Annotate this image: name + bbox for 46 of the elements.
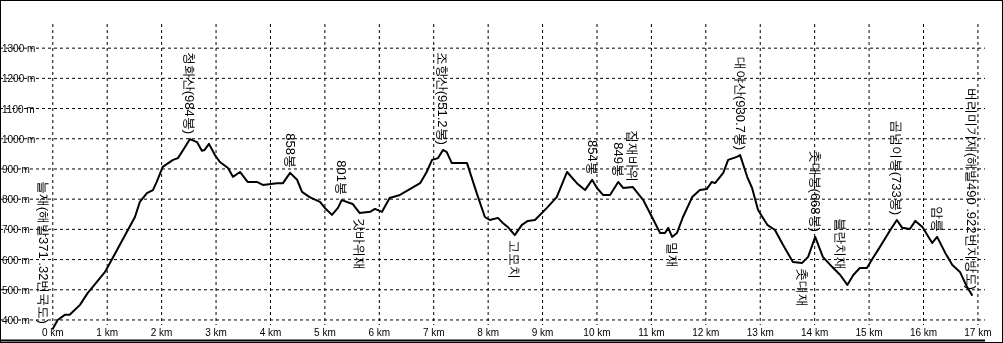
annotation: 조항산(951.2봉) bbox=[435, 51, 451, 145]
annotation: 858봉 bbox=[282, 133, 298, 168]
y-tick-label: 1100 m bbox=[2, 103, 35, 115]
annotation: 집재바위 bbox=[625, 130, 641, 183]
y-tick-label: 400 m bbox=[2, 314, 30, 326]
y-tick-label: 1200 m bbox=[2, 73, 36, 85]
x-tick-label: 13 km bbox=[746, 327, 774, 338]
x-tick-label: 6 km bbox=[368, 327, 391, 338]
annotation: 곰넘이봉(733봉) bbox=[889, 119, 905, 215]
y-tick-label: 1300 m bbox=[2, 43, 36, 55]
x-tick-label: 3 km bbox=[205, 327, 227, 338]
x-tick-label: 16 km bbox=[909, 327, 938, 338]
annotation: 청화산(984봉) bbox=[182, 51, 198, 135]
x-tick-label: 15 km bbox=[855, 327, 883, 338]
annotation: 촛대재 bbox=[794, 267, 810, 307]
x-tick-label: 9 km bbox=[531, 327, 554, 338]
y-tick-label: 900 m bbox=[2, 163, 30, 175]
annotation: 버리미기재(해발490 .922번지방도) bbox=[964, 87, 980, 290]
x-tick-label: 10 km bbox=[583, 327, 611, 338]
x-tick-label: 8 km bbox=[477, 327, 499, 338]
y-tick-label: 700 m bbox=[2, 224, 30, 236]
x-tick-label: 0 km bbox=[41, 327, 64, 338]
x-tick-label: 1 km bbox=[96, 327, 119, 338]
y-tick-label: 500 m bbox=[2, 284, 30, 296]
x-tick-label: 4 km bbox=[259, 327, 282, 338]
x-tick-label: 7 km bbox=[422, 327, 445, 338]
annotation: 801봉 bbox=[334, 160, 350, 196]
annotation: 블란치재 bbox=[832, 217, 848, 270]
x-tick-label: 11 km bbox=[638, 327, 665, 338]
annotation: 밀재 bbox=[664, 241, 680, 268]
y-tick-label: 800 m bbox=[2, 194, 30, 206]
annotation: 촛대봉(668봉) bbox=[807, 149, 823, 232]
annotation: 849봉 bbox=[610, 142, 626, 177]
annotation: 854봉 bbox=[584, 140, 600, 175]
x-tick-label: 12 km bbox=[692, 327, 720, 338]
x-tick-label: 2 km bbox=[150, 327, 173, 338]
x-tick-label: 5 km bbox=[314, 327, 336, 338]
x-tick-label: 17 km bbox=[964, 327, 992, 338]
annotation: 대야산(930.7봉) bbox=[732, 56, 748, 151]
annotation: 갓바위재 bbox=[352, 218, 368, 271]
annotation: 암릉 bbox=[929, 205, 945, 232]
y-tick-label: 600 m bbox=[2, 254, 30, 266]
y-tick-label: 1000 m bbox=[2, 133, 36, 145]
annotation: 늘재(해발371 .32번국도) bbox=[36, 180, 52, 324]
annotation: 고모치 bbox=[507, 240, 523, 280]
x-tick-label: 14 km bbox=[801, 327, 829, 338]
